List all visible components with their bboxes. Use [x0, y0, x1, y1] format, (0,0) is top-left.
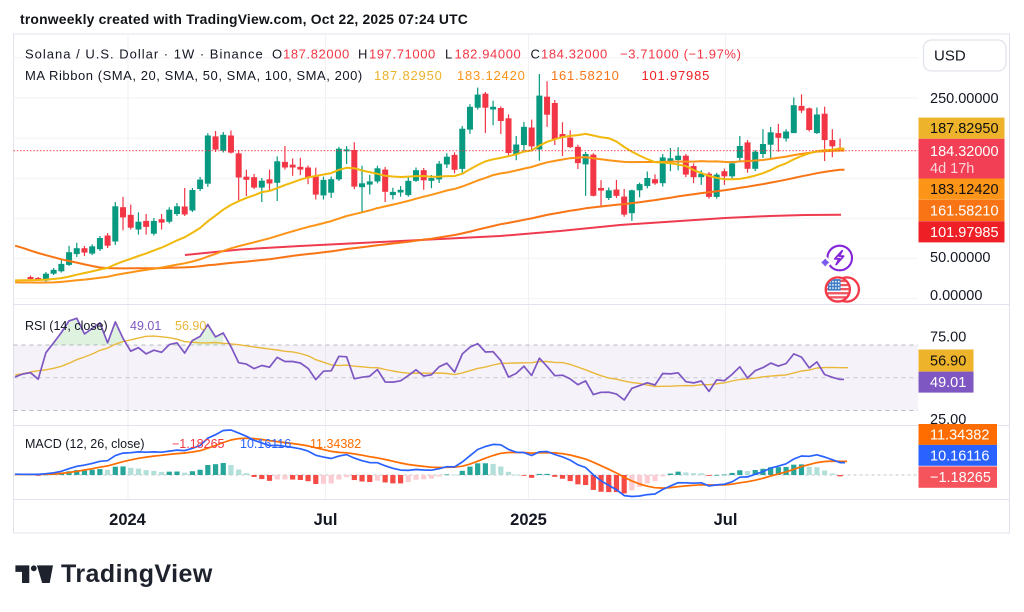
svg-text:250.00000: 250.00000 — [930, 91, 999, 107]
svg-text:tronweekly created with Tradin: tronweekly created with TradingView.com,… — [20, 11, 468, 27]
svg-text:161.58210: 161.58210 — [930, 203, 999, 219]
svg-text:10.16116: 10.16116 — [240, 437, 291, 451]
svg-text:MACD (12, 26, close): MACD (12, 26, close) — [25, 437, 144, 451]
svg-text:101.97985: 101.97985 — [930, 225, 999, 241]
svg-text:2025: 2025 — [510, 511, 547, 529]
svg-text:49.01: 49.01 — [130, 319, 161, 333]
svg-text:187.82000: 187.82000 — [283, 47, 350, 62]
svg-text:50.00000: 50.00000 — [930, 250, 990, 266]
svg-text:Jul: Jul — [714, 511, 738, 529]
svg-text:11.34382: 11.34382 — [930, 427, 989, 443]
svg-text:0.00000: 0.00000 — [930, 288, 982, 304]
svg-text:USD: USD — [934, 48, 966, 65]
svg-text:TradingView: TradingView — [61, 560, 213, 588]
svg-text:10.16116: 10.16116 — [930, 448, 989, 464]
svg-text:197.71000: 197.71000 — [369, 47, 436, 62]
svg-text:−1.18265: −1.18265 — [930, 470, 991, 486]
svg-text:184.32000: 184.32000 — [541, 47, 608, 62]
svg-text:183.12420: 183.12420 — [457, 68, 526, 83]
svg-text:183.12420: 183.12420 — [930, 182, 999, 198]
svg-text:187.82950: 187.82950 — [930, 121, 999, 137]
svg-text:184.32000: 184.32000 — [930, 144, 999, 160]
svg-text:187.82950: 187.82950 — [374, 68, 443, 83]
svg-text:49.01: 49.01 — [930, 375, 966, 391]
svg-text:MA Ribbon (SMA, 20, SMA, 50, S: MA Ribbon (SMA, 20, SMA, 50, SMA, 100, S… — [25, 68, 363, 83]
svg-text:4d 17h: 4d 17h — [930, 161, 974, 177]
svg-text:L: L — [445, 47, 453, 62]
svg-text:101.97985: 101.97985 — [642, 68, 711, 83]
svg-text:Solana / U.S. Dollar · 1W · Bi: Solana / U.S. Dollar · 1W · Binance — [25, 47, 264, 62]
svg-text:75.00: 75.00 — [930, 330, 966, 346]
svg-text:11.34382: 11.34382 — [310, 437, 361, 451]
svg-text:−3.71000 (−1.97%): −3.71000 (−1.97%) — [620, 47, 742, 62]
svg-text:Jul: Jul — [314, 511, 338, 529]
svg-text:RSI (14, close): RSI (14, close) — [25, 319, 108, 333]
svg-text:56.90: 56.90 — [175, 319, 206, 333]
svg-text:161.58210: 161.58210 — [551, 68, 620, 83]
svg-text:56.90: 56.90 — [930, 354, 966, 370]
svg-text:2024: 2024 — [109, 511, 147, 529]
svg-text:O: O — [272, 47, 283, 62]
svg-text:C: C — [531, 47, 541, 62]
svg-text:182.94000: 182.94000 — [455, 47, 522, 62]
svg-text:−1.18265: −1.18265 — [172, 437, 225, 451]
svg-text:H: H — [358, 47, 368, 62]
